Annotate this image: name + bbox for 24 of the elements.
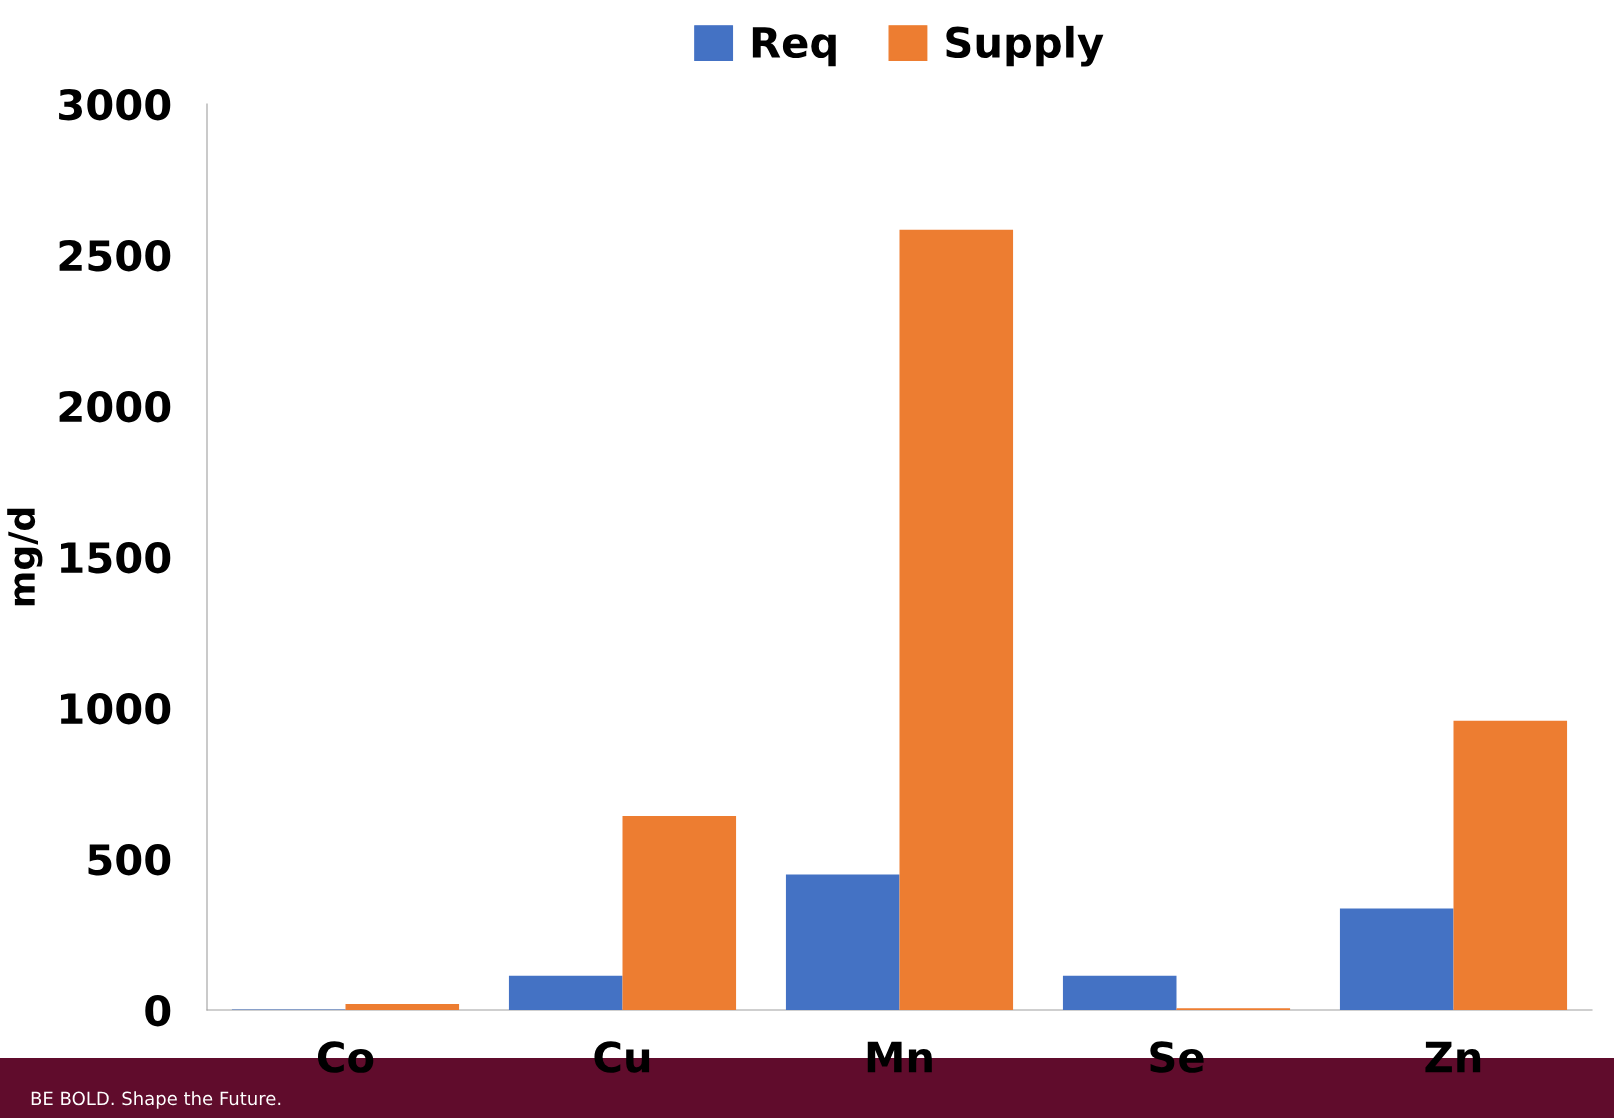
x-tick-label: Co bbox=[317, 1041, 374, 1073]
x-tick-label: Se bbox=[1150, 1041, 1204, 1073]
bar bbox=[345, 1003, 460, 1010]
y-tick-label: 1000 bbox=[61, 692, 171, 725]
y-tick-label: 500 bbox=[88, 843, 171, 876]
x-tick-label: Mn bbox=[867, 1041, 932, 1073]
bar bbox=[508, 975, 623, 1010]
y-tick-label: 3000 bbox=[59, 88, 171, 121]
text: BE BOLD. Shape the Future. bbox=[31, 1091, 281, 1109]
y-tick-label: 0 bbox=[145, 994, 171, 1027]
bar bbox=[1453, 720, 1568, 1010]
y-tick-label: 1500 bbox=[61, 541, 171, 574]
legend-label: Supply bbox=[946, 25, 1104, 67]
legend-label: Req bbox=[752, 27, 836, 67]
x-tick-label: Cu bbox=[594, 1041, 650, 1073]
y-axis-title: mg/d bbox=[7, 508, 43, 606]
bar bbox=[785, 874, 900, 1010]
bar bbox=[1062, 975, 1177, 1010]
bar bbox=[1339, 908, 1454, 1010]
y-tick-label: 2500 bbox=[59, 239, 171, 272]
bar bbox=[899, 229, 1014, 1010]
x-tick-label: Zn bbox=[1425, 1041, 1481, 1073]
y-tick-label: 2000 bbox=[59, 390, 171, 423]
bar bbox=[622, 816, 737, 1010]
